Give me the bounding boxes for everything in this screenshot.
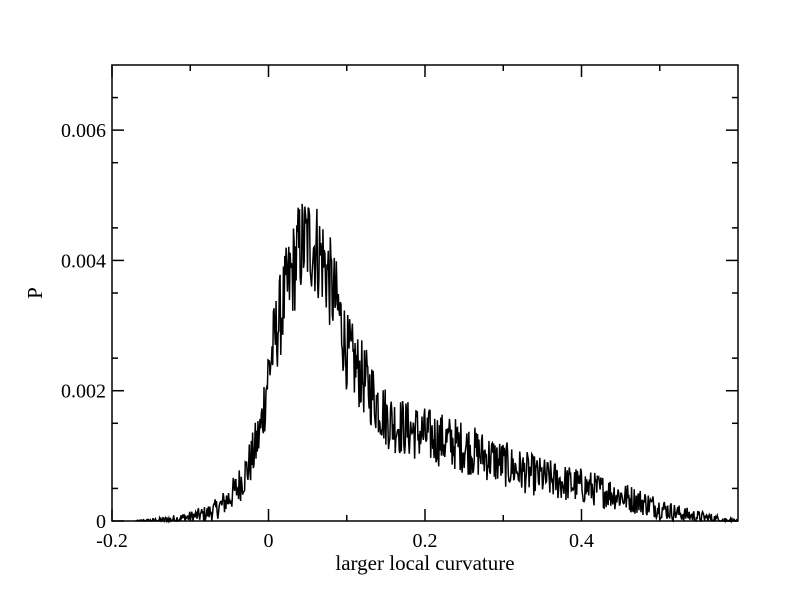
y-tick-label: 0 bbox=[96, 511, 106, 533]
series-line bbox=[135, 203, 739, 524]
y-tick-label: 0.006 bbox=[61, 120, 106, 142]
x-tick-label: 0.4 bbox=[569, 530, 594, 552]
plot-frame bbox=[111, 64, 739, 522]
x-axis-label: larger local curvature bbox=[335, 551, 514, 575]
axis-ticks bbox=[111, 65, 738, 522]
x-tick-label: 0.2 bbox=[413, 530, 438, 552]
y-axis-label: P bbox=[23, 287, 47, 299]
y-tick-label: 0.004 bbox=[61, 250, 106, 272]
x-tick-label: 0 bbox=[264, 530, 274, 552]
x-tick-label: -0.2 bbox=[96, 530, 128, 552]
y-tick-label: 0.002 bbox=[61, 381, 106, 403]
